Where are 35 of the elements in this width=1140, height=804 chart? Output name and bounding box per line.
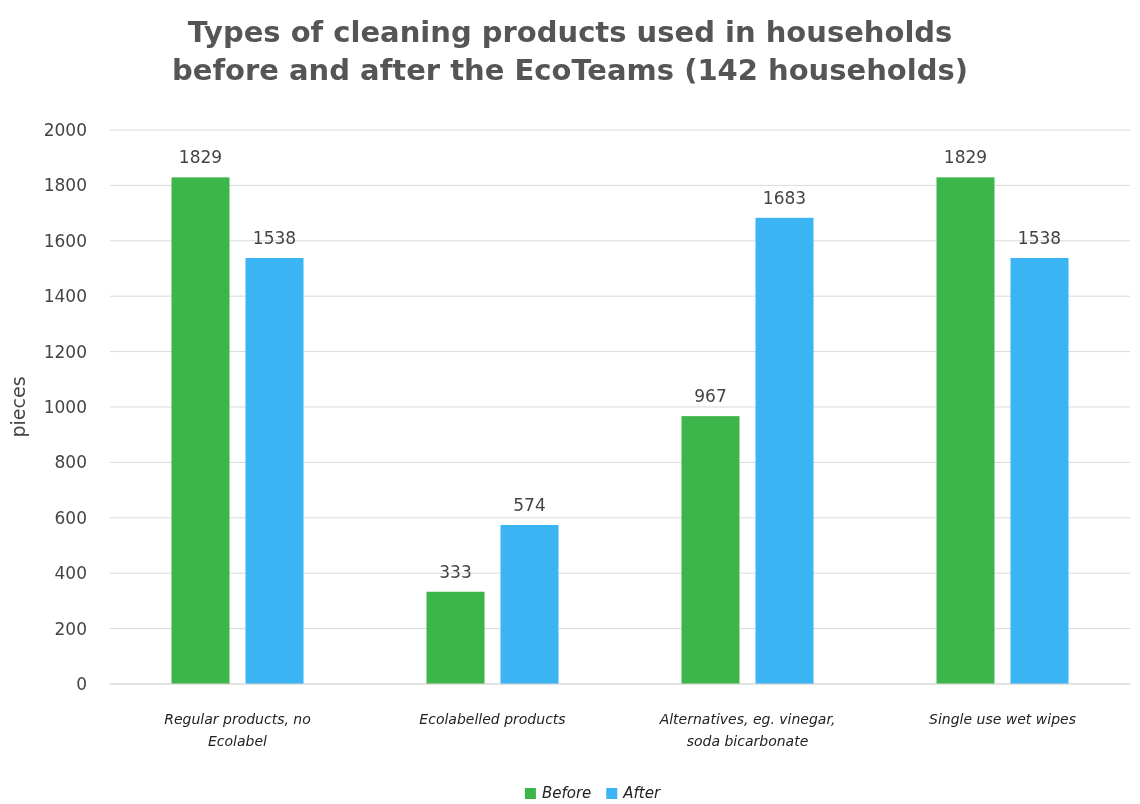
data-label: 1829 <box>943 147 988 168</box>
y-tick-label: 0 <box>76 673 87 694</box>
bar <box>426 591 485 684</box>
y-tick-label: 1400 <box>43 286 87 307</box>
x-tick-label: Ecolabelled products <box>419 711 566 727</box>
x-tick-label: Regular products, no Ecolabel <box>164 711 311 749</box>
y-tick-label: 200 <box>54 618 87 639</box>
data-label: 967 <box>694 386 727 407</box>
data-label: 333 <box>439 561 472 582</box>
bar <box>171 177 230 684</box>
legend-label: Before <box>541 784 592 802</box>
chart-title: Types of cleaning products used in households before and after the EcoTeams (142 households) <box>172 15 968 87</box>
y-tick-label: 800 <box>54 452 87 473</box>
y-tick-label: 1200 <box>43 341 87 362</box>
y-tick-label: 400 <box>54 563 87 584</box>
bar <box>500 525 559 684</box>
bar <box>755 217 814 684</box>
data-label: 574 <box>513 495 546 515</box>
data-label: 1829 <box>178 147 223 168</box>
x-tick-label: Single use wet wipes <box>929 711 1076 727</box>
legend-label: After <box>622 784 661 802</box>
y-tick-label: 1800 <box>43 175 87 196</box>
bar <box>936 177 995 684</box>
y-tick-label: 1600 <box>43 230 87 251</box>
bar <box>1010 257 1069 684</box>
y-axis-title: pieces <box>7 376 29 438</box>
y-tick-label: 2000 <box>43 119 87 140</box>
data-label: 1538 <box>1017 227 1062 248</box>
data-label: 1538 <box>252 227 297 248</box>
y-tick-label: 1000 <box>43 396 87 417</box>
y-tick-label: 600 <box>54 507 87 528</box>
bar <box>245 257 304 684</box>
bar <box>681 416 740 684</box>
data-label: 1683 <box>762 187 807 208</box>
x-tick-label: Alternatives, eg. vinegar, soda bicarbonate <box>658 711 836 749</box>
